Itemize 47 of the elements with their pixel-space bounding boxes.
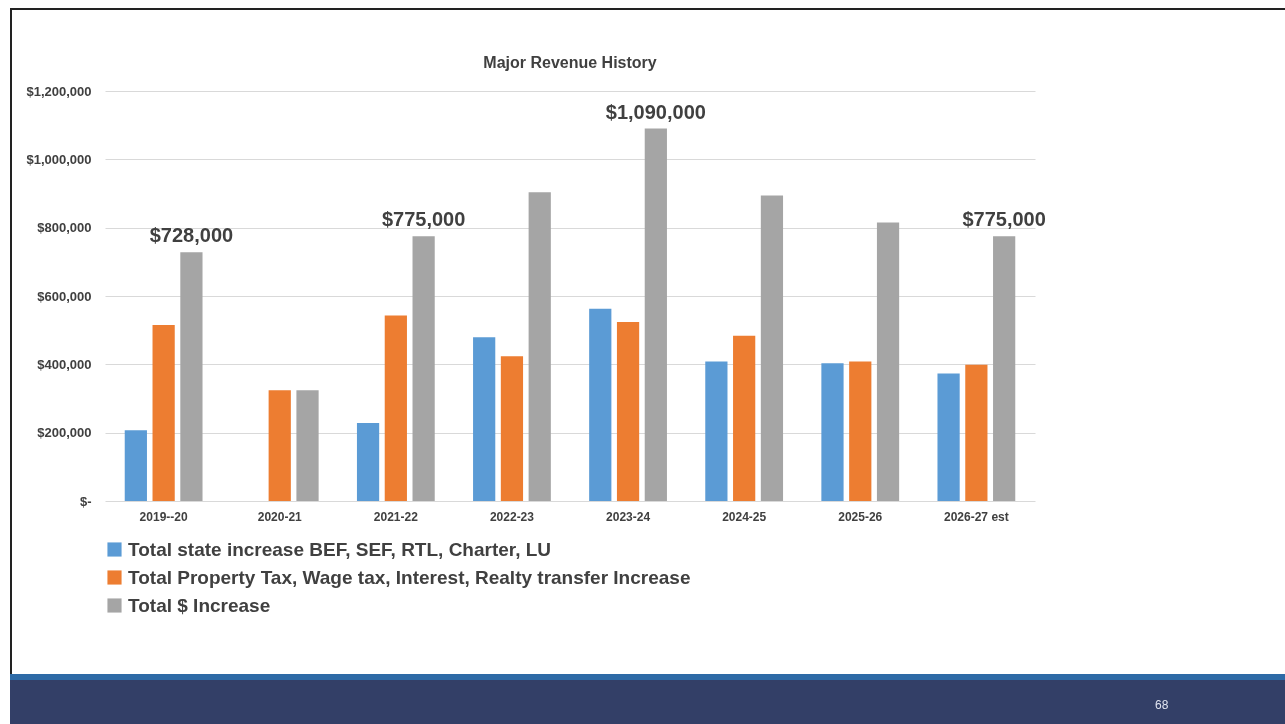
bar <box>152 325 175 501</box>
bar <box>500 356 524 501</box>
bar <box>616 321 640 501</box>
data-label: $775,000 <box>962 208 1046 231</box>
text: 68 <box>1155 698 1169 712</box>
legend-label: Total state increase BEF, SEF, RTL, Charter, LU <box>128 538 552 560</box>
bar <box>644 128 667 501</box>
data-label: $1,090,000 <box>605 100 706 123</box>
x-tick-label: 2022-23 <box>489 509 535 524</box>
y-tick-label: $1,000,000 <box>26 151 92 167</box>
bar <box>849 361 872 501</box>
y-tick-label: $1,200,000 <box>26 83 92 99</box>
x-tick-label: 2021-22 <box>373 509 419 524</box>
y-tick-label: $400,000 <box>37 356 92 372</box>
x-tick-label: 2019--20 <box>139 509 188 524</box>
y-tick-label: $600,000 <box>37 288 92 304</box>
chart-title: Major Revenue History <box>483 54 657 71</box>
data-label: $775,000 <box>381 208 466 231</box>
y-tick-label: $- <box>79 493 92 509</box>
x-tick-label: 2025-26 <box>838 509 883 524</box>
bar <box>760 195 784 501</box>
data-label: $728,000 <box>149 224 234 247</box>
bar <box>412 236 435 501</box>
bar <box>733 335 756 501</box>
y-tick-label: $800,000 <box>37 220 92 236</box>
bar <box>384 315 407 501</box>
bar <box>180 252 203 501</box>
bar <box>821 363 844 501</box>
bar <box>124 430 147 501</box>
bar <box>937 373 960 501</box>
bar <box>296 390 319 501</box>
legend-label: Total Property Tax, Wage tax, Interest, Realty transfer Increase <box>128 566 691 588</box>
bar <box>965 364 988 501</box>
bar <box>589 308 612 501</box>
bar <box>268 390 291 501</box>
legend-label: Total $ Increase <box>128 594 271 616</box>
bar <box>705 361 728 501</box>
x-tick-label: 2023-24 <box>606 509 651 524</box>
bar <box>473 337 496 501</box>
bar <box>528 192 551 501</box>
x-tick-label: 2020-21 <box>257 509 303 524</box>
bar <box>356 423 380 501</box>
x-tick-label: 2026-27 est <box>944 509 1009 524</box>
y-tick-label: $200,000 <box>37 425 92 441</box>
x-tick-label: 2024-25 <box>722 509 767 524</box>
bar <box>876 222 900 501</box>
bar <box>993 236 1016 501</box>
